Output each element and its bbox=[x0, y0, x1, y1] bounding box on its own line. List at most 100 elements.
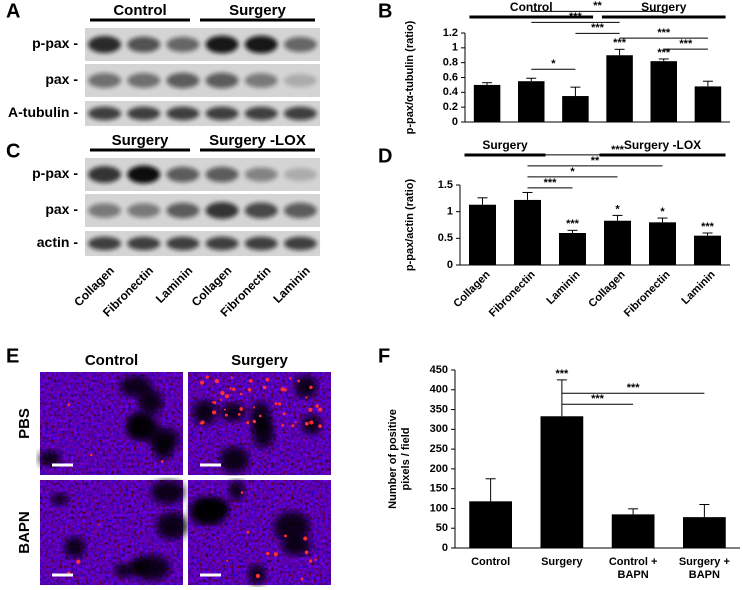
red-signal bbox=[259, 414, 262, 418]
red-signal bbox=[220, 390, 225, 396]
blot-strip bbox=[85, 64, 320, 97]
bar bbox=[694, 235, 721, 265]
significance-label: *** bbox=[627, 382, 641, 394]
group-label: Surgery bbox=[482, 138, 528, 152]
blot-band bbox=[244, 167, 278, 182]
red-signal bbox=[262, 385, 267, 390]
y-axis-label: p-pax/α-tubulin (ratio) bbox=[404, 20, 416, 134]
x-tick-label: Surgery + BAPN bbox=[678, 556, 730, 581]
red-signal bbox=[308, 407, 313, 412]
y-tick-label: 200 bbox=[430, 463, 448, 475]
blot-band bbox=[283, 36, 317, 53]
blot-band bbox=[127, 36, 161, 53]
blot-band bbox=[283, 106, 317, 121]
significance-label: *** bbox=[555, 368, 569, 380]
blot-band bbox=[127, 165, 161, 184]
y-tick-label: 0.6 bbox=[443, 71, 458, 83]
panel-label: B bbox=[378, 0, 392, 22]
significance-label: *** bbox=[613, 37, 627, 49]
bar bbox=[683, 517, 726, 548]
y-tick-label: 0.2 bbox=[443, 101, 458, 113]
group-label: Surgery -LOX bbox=[624, 138, 701, 152]
red-signal bbox=[318, 424, 322, 429]
y-tick-label: 0 bbox=[452, 116, 458, 128]
bar bbox=[694, 86, 722, 122]
bar bbox=[559, 233, 586, 265]
x-tick-label: Collagen bbox=[451, 268, 493, 310]
y-tick-label: 0.4 bbox=[443, 86, 459, 98]
red-signal bbox=[248, 378, 253, 383]
bar bbox=[611, 514, 655, 548]
red-signal bbox=[315, 404, 319, 408]
red-signal bbox=[224, 413, 228, 417]
red-signal bbox=[205, 375, 210, 379]
blot-band bbox=[244, 202, 278, 219]
y-tick-label: 0 bbox=[447, 259, 453, 271]
red-signal bbox=[265, 377, 270, 382]
red-signal bbox=[237, 412, 241, 416]
red-signal bbox=[97, 523, 100, 526]
red-signal bbox=[309, 420, 314, 425]
red-signal bbox=[304, 550, 309, 555]
row-label: p-pax - bbox=[32, 35, 78, 51]
blot-band bbox=[127, 203, 161, 218]
blot-band bbox=[283, 167, 317, 182]
blot-strip bbox=[85, 101, 320, 126]
x-tick-label: Control bbox=[471, 556, 511, 568]
red-signal bbox=[291, 424, 295, 428]
blot-strip bbox=[85, 158, 320, 191]
group-label: Surgery bbox=[229, 2, 286, 19]
red-signal bbox=[305, 396, 308, 399]
red-signal bbox=[289, 377, 292, 380]
red-signal bbox=[214, 378, 220, 384]
blot-band bbox=[244, 236, 278, 251]
red-signal bbox=[253, 406, 256, 409]
blot-band bbox=[127, 106, 161, 121]
x-tick-label: Control + BAPN bbox=[608, 556, 658, 581]
group-label: Control bbox=[113, 2, 166, 19]
row-label: A-tubulin - bbox=[8, 104, 78, 120]
y-tick-label: 150 bbox=[430, 483, 448, 495]
blot-band bbox=[166, 106, 200, 121]
y-tick-label: 50 bbox=[436, 522, 448, 534]
row-label: BAPN bbox=[16, 511, 33, 554]
blot-band bbox=[205, 166, 239, 183]
red-signal bbox=[230, 376, 234, 379]
y-tick-label: 450 bbox=[430, 364, 448, 376]
red-signal bbox=[226, 559, 229, 562]
y-tick-label: 1.2 bbox=[443, 27, 458, 39]
dark-region bbox=[219, 446, 249, 474]
red-signal bbox=[300, 577, 304, 581]
significance-label: *** bbox=[591, 22, 605, 34]
column-label: Surgery bbox=[231, 352, 288, 369]
dark-region bbox=[150, 480, 186, 505]
dark-region bbox=[38, 450, 62, 467]
row-label: pax - bbox=[45, 201, 78, 217]
blot-band bbox=[166, 72, 200, 89]
bar bbox=[518, 81, 545, 122]
bar bbox=[604, 220, 631, 265]
dark-region bbox=[192, 399, 217, 425]
x-tick-label: Collagen bbox=[586, 268, 628, 310]
red-signal bbox=[199, 380, 205, 385]
red-signal bbox=[281, 424, 285, 427]
blot-band bbox=[283, 73, 317, 88]
red-signal bbox=[266, 551, 270, 556]
significance-label: * bbox=[660, 206, 665, 218]
y-tick-label: 0 bbox=[442, 542, 448, 554]
y-tick-label: 0.5 bbox=[438, 232, 453, 244]
dark-region bbox=[50, 493, 69, 506]
red-signal bbox=[284, 534, 287, 538]
y-tick-label: 350 bbox=[430, 403, 448, 415]
red-signal bbox=[252, 419, 257, 424]
blot-band bbox=[205, 202, 239, 219]
group-label: Surgery -LOX bbox=[209, 132, 306, 149]
blot-band bbox=[205, 106, 239, 121]
red-signal bbox=[239, 392, 243, 396]
y-tick-label: 100 bbox=[430, 502, 448, 514]
x-tick-label: Surgery bbox=[541, 556, 583, 568]
significance-label: *** bbox=[701, 221, 715, 233]
dark-region bbox=[219, 402, 246, 422]
